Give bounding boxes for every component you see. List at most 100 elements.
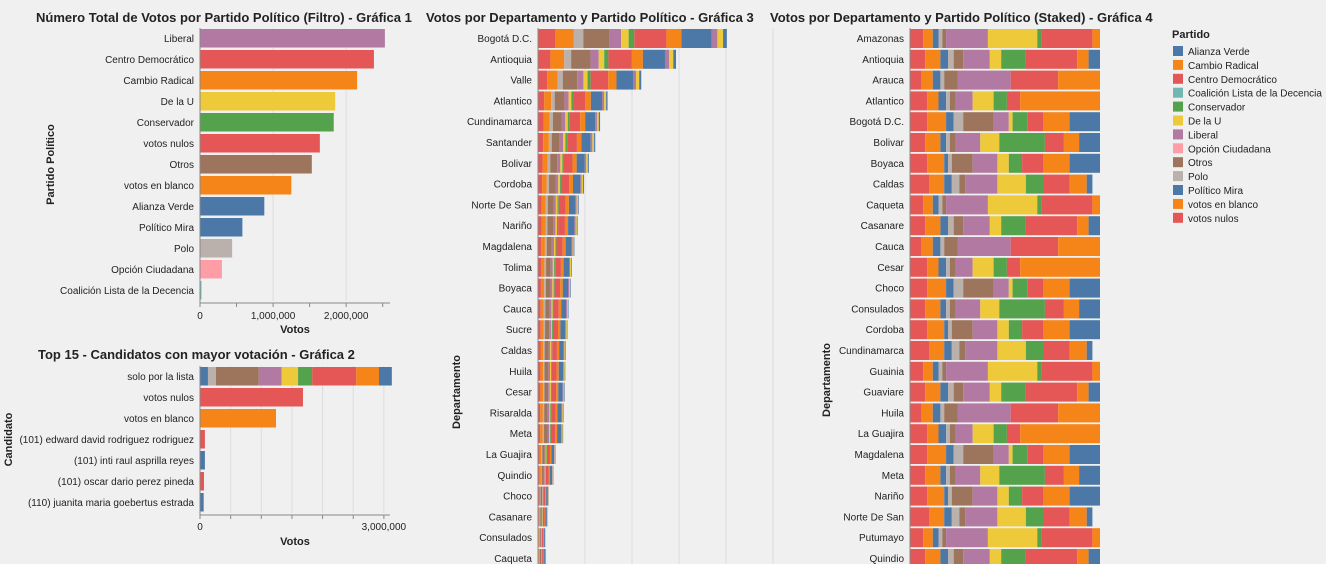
chart3-bar-segment — [538, 403, 541, 423]
chart3-bar-segment — [550, 424, 551, 444]
chart4-bar-segment — [955, 257, 973, 277]
chart4-bar-segment — [997, 341, 1026, 360]
chart4-bar-segment — [1025, 174, 1043, 194]
chart3-bar-segment — [564, 91, 569, 111]
chart4-bar-segment — [946, 91, 950, 111]
chart3-bar-segment — [550, 49, 565, 69]
chart3-bar-segment — [564, 382, 565, 402]
chart3-bar-segment — [538, 549, 540, 564]
chart3-bar-segment — [565, 195, 569, 215]
chart4-bar-segment — [951, 507, 960, 527]
chart3-bar-segment — [544, 507, 546, 527]
chart3-bar-segment — [538, 174, 543, 194]
chart4-bar-segment — [1043, 486, 1070, 506]
chart3-bar-segment — [642, 49, 665, 69]
chart3-bar-segment — [573, 91, 586, 111]
chart3-bar-segment — [559, 133, 564, 152]
chart4-bar-segment — [927, 424, 939, 444]
chart3-bar-segment — [538, 195, 542, 215]
chart4-bar-segment — [963, 382, 990, 402]
chart4-bar-segment — [980, 133, 1000, 152]
chart4-bar-segment — [1025, 382, 1078, 402]
chart4-bar-segment — [965, 507, 998, 527]
chart3-bar-segment — [538, 445, 540, 464]
legend-label: votos nulos — [1188, 214, 1239, 225]
chart3-bar-segment — [587, 70, 591, 90]
chart3-bar-segment — [560, 153, 563, 173]
chart4-bar-segment — [989, 382, 1002, 402]
chart3-bar-segment — [560, 257, 564, 277]
chart3-bar-segment — [580, 112, 586, 132]
chart2-bar-segment — [215, 367, 259, 386]
chart4-bar-segment — [955, 299, 981, 319]
chart3-bar-segment — [544, 361, 549, 381]
chart4-bar-segment — [999, 465, 1045, 485]
chart3-bar-segment — [543, 112, 550, 132]
chart4-bar-segment — [1092, 361, 1100, 381]
chart4-bar-segment — [1037, 29, 1042, 48]
chart4-y-tick-label: Caldas — [873, 180, 904, 191]
chart4-bar-segment — [910, 445, 928, 464]
chart3-bar-segment — [563, 133, 566, 152]
chart4-bar-segment — [946, 445, 954, 464]
chart4-bar-segment — [963, 112, 994, 132]
chart3-bar-segment — [584, 153, 587, 173]
chart3-bar-segment — [550, 341, 552, 360]
chart4-bar-segment — [940, 49, 948, 69]
chart4-bar-segment — [993, 91, 1007, 111]
chart1-y-tick-label: Conservador — [137, 118, 195, 129]
chart4-bar-segment — [1086, 174, 1093, 194]
chart4-bar-segment — [989, 549, 1002, 564]
chart2-bar-segment — [200, 388, 303, 407]
chart3-y-tick-label: Huila — [509, 367, 532, 378]
chart4-y-tick-label: Quindio — [870, 554, 905, 564]
chart4-bar-segment — [925, 465, 941, 485]
chart3-bar-segment — [540, 299, 544, 319]
chart4-bar-segment — [1008, 445, 1013, 464]
chart4-bar-segment — [948, 382, 954, 402]
chart4-bar-segment — [993, 278, 1009, 298]
chart4-bar-segment — [946, 29, 988, 48]
chart3-y-tick-label: Caqueta — [494, 554, 532, 564]
chart4-bar-segment — [932, 361, 939, 381]
chart4-bar-segment — [1086, 341, 1093, 360]
chart3-bar-segment — [590, 70, 609, 90]
chart3-bar-segment — [545, 278, 551, 298]
chart4-bar-segment — [940, 299, 947, 319]
chart4-bar-segment — [948, 549, 954, 564]
chart4-bar-segment — [955, 424, 973, 444]
chart4-y-tick-label: Cundinamarca — [839, 346, 904, 357]
chart1-x-tick-label: 2,000,000 — [324, 311, 369, 322]
chart3-bar-segment — [539, 445, 542, 464]
chart3-bar-segment — [554, 237, 556, 256]
chart4-bar-segment — [1001, 382, 1026, 402]
chart3-bar-segment — [554, 445, 556, 464]
chart4-bar-segment — [942, 195, 947, 215]
chart4-bar-segment — [1025, 507, 1043, 527]
chart4-bar-segment — [999, 299, 1045, 319]
chart3-bar-segment — [566, 320, 568, 340]
chart3-bar-segment — [543, 341, 545, 360]
chart4-bar-segment — [1069, 153, 1100, 173]
chart3-bar-segment — [572, 174, 581, 194]
chart3-bar-segment — [543, 549, 545, 564]
chart3-bar-segment — [560, 320, 566, 340]
chart2-bar-segment — [200, 430, 205, 449]
legend-swatch — [1173, 212, 1183, 223]
chart3-bar-segment — [538, 70, 548, 90]
chart4-bar-segment — [932, 195, 939, 215]
chart4-bar-segment — [989, 216, 1002, 236]
chart4-bar-segment — [949, 91, 956, 111]
chart3-bar-segment — [542, 445, 545, 464]
chart4-bar-segment — [932, 70, 941, 90]
chart4-y-tick-label: Nariño — [875, 492, 905, 503]
chart3-bar-segment — [555, 237, 557, 256]
chart3-bar-segment — [581, 174, 584, 194]
chart3-bar-segment — [550, 424, 556, 444]
chart4-bar-segment — [959, 507, 966, 527]
chart2-y-tick-label: (110) juanita maria goebertus estrada — [28, 498, 194, 509]
chart2-bar-segment — [200, 367, 208, 386]
chart3-y-tick-label: Consulados — [479, 533, 532, 544]
chart3-bar-segment — [538, 465, 540, 485]
legend-label: Alianza Verde — [1188, 47, 1250, 58]
